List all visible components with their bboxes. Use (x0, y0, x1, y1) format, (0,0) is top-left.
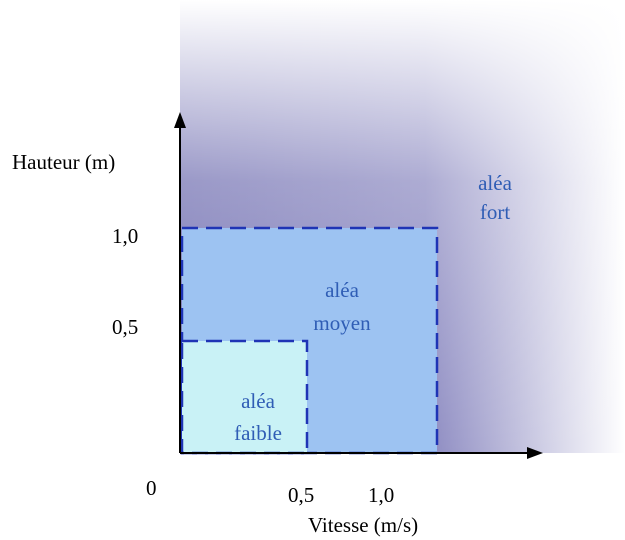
x-axis-arrow-icon (527, 447, 543, 459)
x-tick-label: 1,0 (368, 483, 394, 507)
y-tick-label: 0,5 (112, 315, 138, 339)
zone-label-line: faible (234, 421, 282, 445)
zone-faible-label: aléa faible (234, 389, 282, 445)
x-tick-label: 0,5 (288, 483, 314, 507)
zone-label-line: moyen (313, 311, 371, 335)
x-axis-label: Vitesse (m/s) (308, 513, 418, 537)
zone-label-line: aléa (241, 389, 275, 413)
zone-faible-box (180, 339, 309, 455)
y-axis-arrow-icon (174, 112, 186, 128)
zone-label-line: aléa (325, 278, 359, 302)
zone-moyen-label: aléa moyen (313, 278, 371, 335)
zone-label-line: aléa (478, 171, 512, 195)
y-tick-label: 1,0 (112, 224, 138, 248)
zone-fort-label: aléa fort (478, 171, 512, 224)
zone-label-line: fort (480, 200, 510, 224)
origin-label: 0 (146, 476, 157, 500)
y-axis-label: Hauteur (m) (12, 150, 115, 174)
